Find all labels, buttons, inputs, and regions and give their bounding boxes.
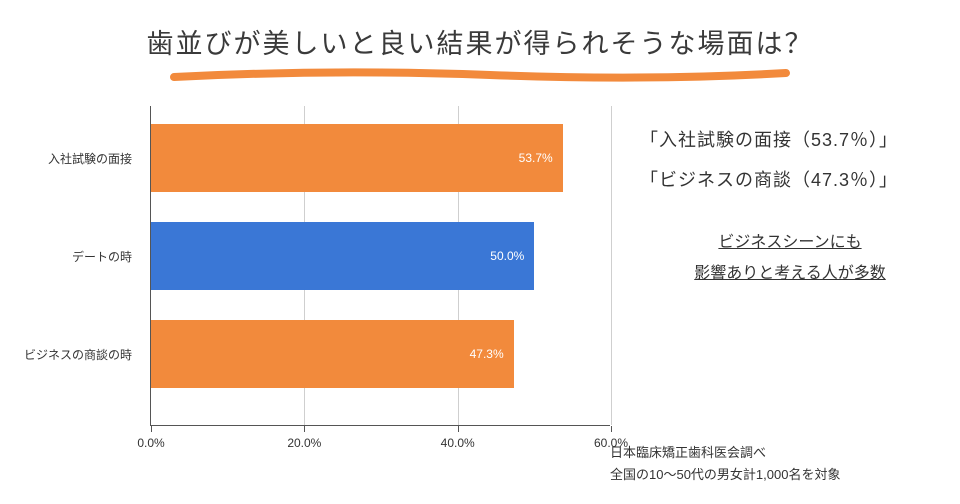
callout-1: 「入社試験の面接（53.7％）」 bbox=[640, 121, 940, 161]
title-underline-icon bbox=[170, 67, 790, 83]
y-axis-label: デートの時 bbox=[0, 248, 132, 265]
emphasis-line-1: ビジネスシーンにも bbox=[718, 234, 861, 251]
x-tick-mark bbox=[304, 426, 305, 432]
grid-line bbox=[611, 106, 612, 425]
callout-2: 「ビジネスの商談（47.3％）」 bbox=[640, 161, 940, 201]
chart-bar: 53.7% bbox=[151, 124, 563, 192]
emphasis-line-2: 影響ありと考える人が多数 bbox=[694, 265, 886, 282]
chart-bar: 47.3% bbox=[151, 320, 514, 388]
bar-chart: 0.0%20.0%40.0%60.0%53.7%入社試験の面接50.0%デートの… bbox=[20, 101, 620, 471]
content-row: 0.0%20.0%40.0%60.0%53.7%入社試験の面接50.0%デートの… bbox=[0, 83, 960, 471]
source-note: 日本臨床矯正歯科医会調べ 全国の10～50代の男女計1,000名を対象 bbox=[610, 442, 920, 486]
y-axis-label: 入社試験の面接 bbox=[0, 150, 132, 167]
source-line-2: 全国の10～50代の男女計1,000名を対象 bbox=[610, 464, 920, 486]
side-panel: 「入社試験の面接（53.7％）」 「ビジネスの商談（47.3％）」 ビジネスシー… bbox=[620, 101, 950, 471]
source-line-1: 日本臨床矯正歯科医会調べ bbox=[610, 442, 920, 464]
title-block: 歯並びが美しいと良い結果が得られそうな場面は？ bbox=[0, 0, 960, 83]
page-title: 歯並びが美しいと良い結果が得られそうな場面は？ bbox=[0, 22, 960, 61]
x-tick-label: 20.0% bbox=[287, 436, 321, 450]
chart-plot: 0.0%20.0%40.0%60.0%53.7%入社試験の面接50.0%デートの… bbox=[150, 106, 610, 426]
y-axis-label: ビジネスの商談の時 bbox=[0, 346, 132, 363]
x-tick-label: 0.0% bbox=[137, 436, 164, 450]
emphasis-text: ビジネスシーンにも 影響ありと考える人が多数 bbox=[640, 228, 940, 289]
x-tick-mark bbox=[151, 426, 152, 432]
chart-bar: 50.0% bbox=[151, 222, 534, 290]
x-tick-mark bbox=[458, 426, 459, 432]
x-tick-label: 40.0% bbox=[441, 436, 475, 450]
x-tick-mark bbox=[611, 426, 612, 432]
